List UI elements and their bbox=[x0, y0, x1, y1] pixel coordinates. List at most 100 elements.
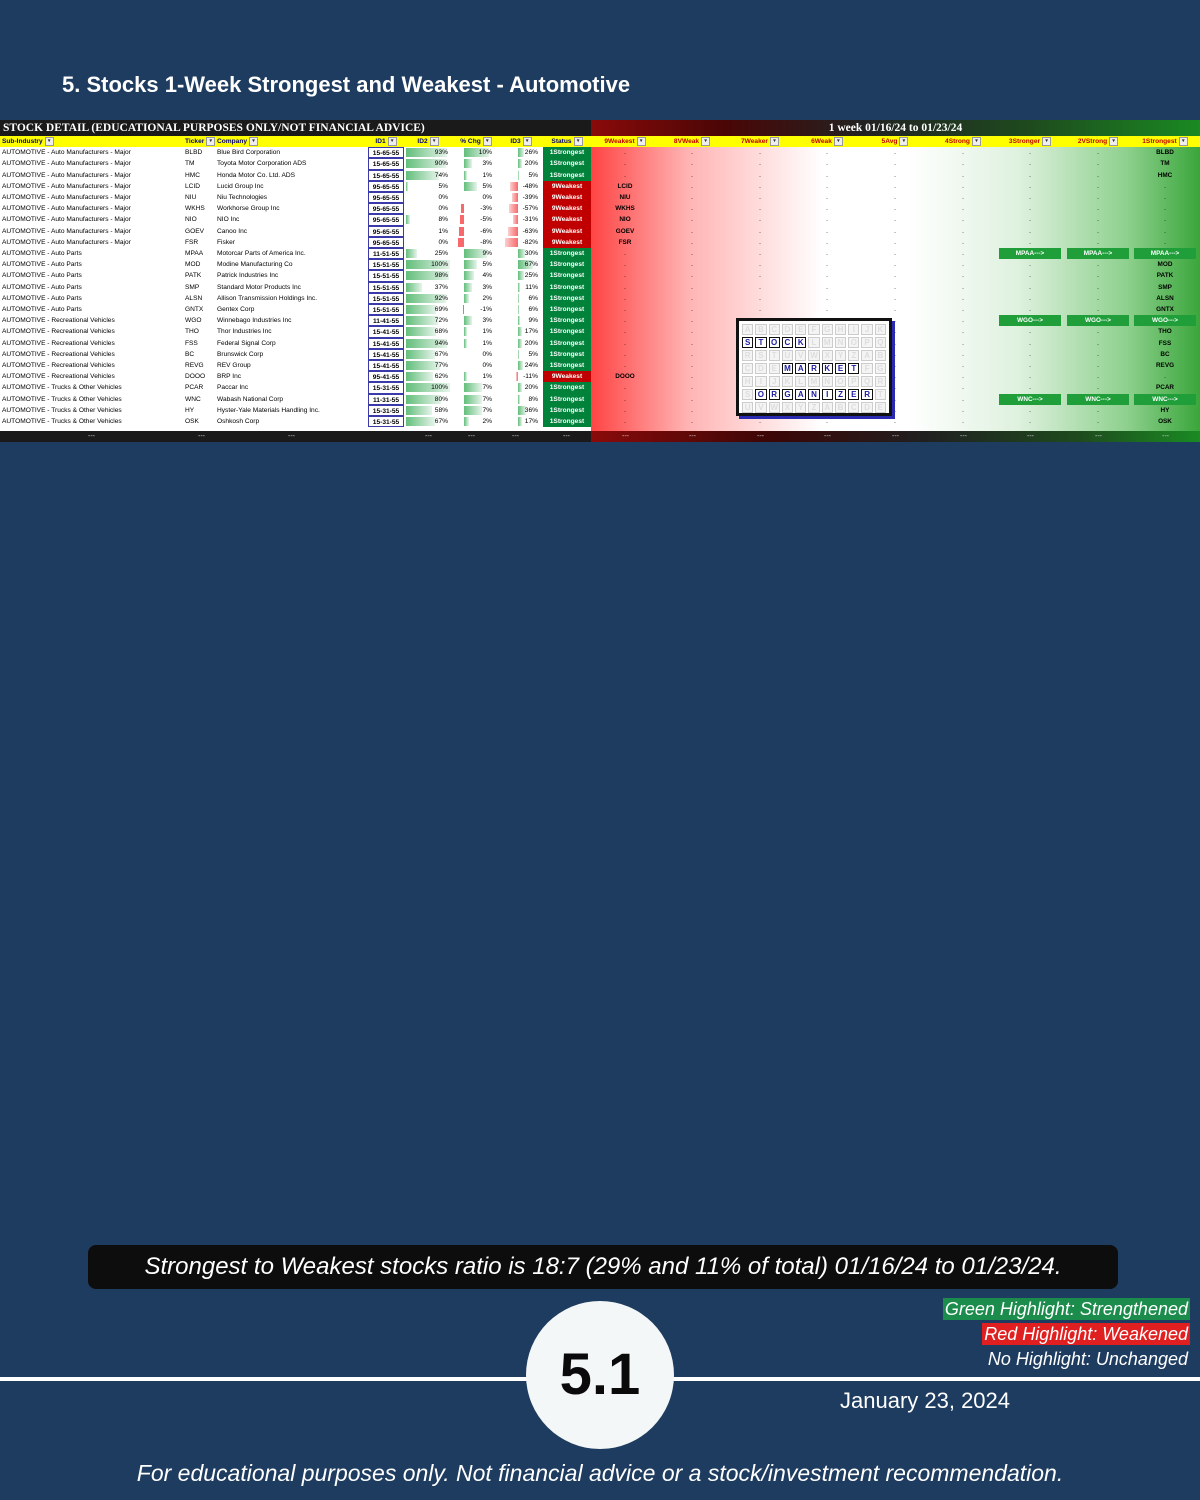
header-group-4strong[interactable]: 4Strong ▾ bbox=[930, 136, 996, 147]
group-cell-8vweak: . bbox=[691, 350, 693, 358]
id3-cell: 20% bbox=[502, 338, 540, 349]
id2-cell: 8% bbox=[406, 214, 450, 225]
header-group-3stronger[interactable]: 3Stronger ▾ bbox=[997, 136, 1063, 147]
group-cell-8vweak: . bbox=[691, 272, 693, 280]
table-row: AUTOMOTIVE - Auto Manufacturers - Major B… bbox=[0, 147, 1200, 159]
group-cell-6weak: . bbox=[826, 418, 828, 425]
pct-chg-cell: 5% bbox=[458, 181, 494, 192]
header-id3[interactable]: ID3 ▾ bbox=[502, 136, 540, 147]
header-pct-chg[interactable]: % Chg ▾ bbox=[458, 136, 494, 147]
group-filter-icon[interactable]: ▾ bbox=[770, 136, 779, 146]
header-id2[interactable]: ID2 ▾ bbox=[406, 136, 450, 147]
group-filter-icon[interactable]: ▾ bbox=[1178, 136, 1188, 146]
group-cell-9weakest: . bbox=[624, 283, 626, 291]
group-cell-2vstrong: MPAA---> bbox=[1067, 248, 1129, 260]
group-cell-3stronger: . bbox=[1029, 306, 1031, 313]
id3-bar bbox=[504, 237, 518, 247]
group-cell-8vweak: . bbox=[691, 306, 693, 313]
header-pct-chg-label: % Chg bbox=[460, 138, 481, 145]
id3-cell: -63% bbox=[502, 226, 540, 237]
id3-value: 11% bbox=[525, 283, 538, 291]
id2-bar bbox=[406, 215, 410, 225]
group-cell-9weakest: . bbox=[624, 350, 626, 358]
group-filter-icon[interactable]: ▾ bbox=[701, 136, 711, 146]
pct-chg-value: 2% bbox=[482, 294, 492, 302]
header-pct-chg-filter-icon[interactable]: ▾ bbox=[482, 136, 492, 146]
group-cell-2vstrong: . bbox=[1097, 205, 1099, 213]
group-cell-8vweak: . bbox=[691, 216, 693, 224]
ticker-cell: NIO bbox=[185, 216, 197, 224]
header-group-9weakest[interactable]: 9Weakest ▾ bbox=[592, 136, 658, 147]
id1-cell: 95-65-55 bbox=[368, 225, 404, 237]
company-cell: Patrick Industries Inc bbox=[217, 272, 279, 280]
header-group-8vweak[interactable]: 8VWeak ▾ bbox=[659, 136, 725, 147]
footer-dash: --- bbox=[563, 433, 570, 440]
table-row: AUTOMOTIVE - Auto Manufacturers - Major F… bbox=[0, 236, 1200, 248]
header-id3-filter-icon[interactable]: ▾ bbox=[522, 136, 532, 146]
group-cell-2vstrong: . bbox=[1097, 238, 1099, 246]
id2-cell: 68% bbox=[406, 326, 450, 337]
header-ticker[interactable]: Ticker ▾ bbox=[185, 136, 215, 147]
group-cell-5avg: . bbox=[894, 227, 896, 235]
table-row: AUTOMOTIVE - Trucks & Other Vehicles PCAR… bbox=[0, 382, 1200, 394]
group-cell-3stronger: . bbox=[1029, 328, 1031, 336]
id3-cell: 8% bbox=[502, 394, 540, 405]
id1-cell: 11-51-55 bbox=[368, 248, 404, 260]
header-company-filter-icon[interactable]: ▾ bbox=[249, 136, 259, 146]
header-ticker-filter-icon[interactable]: ▾ bbox=[206, 136, 215, 146]
sub-industry-cell: AUTOMOTIVE - Auto Parts bbox=[2, 294, 82, 302]
sub-industry-cell: AUTOMOTIVE - Recreational Vehicles bbox=[2, 317, 115, 325]
group-cell-7weaker: . bbox=[759, 194, 761, 201]
company-cell: Niu Technologies bbox=[217, 194, 268, 201]
group-cell-7weaker: . bbox=[759, 261, 761, 269]
header-group-5avg[interactable]: 5Avg ▾ bbox=[862, 136, 928, 147]
group-cell-4strong: . bbox=[962, 362, 964, 369]
header-id1[interactable]: ID1 ▾ bbox=[368, 136, 404, 147]
group-cell-1strongest: . bbox=[1164, 227, 1166, 235]
group-filter-icon[interactable]: ▾ bbox=[971, 136, 981, 146]
group-filter-icon[interactable]: ▾ bbox=[1042, 136, 1052, 146]
id3-cell: 26% bbox=[502, 147, 540, 158]
header-group-7weaker[interactable]: 7Weaker ▾ bbox=[727, 136, 793, 147]
logo-filler-tile: E bbox=[768, 363, 780, 374]
group-cell-4strong: . bbox=[962, 205, 964, 213]
id2-cell: 94% bbox=[406, 338, 450, 349]
footer-dash: --- bbox=[689, 433, 696, 440]
group-filter-icon[interactable]: ▾ bbox=[1109, 136, 1119, 146]
header-status-filter-icon[interactable]: ▾ bbox=[573, 136, 583, 146]
header-group-1strongest[interactable]: 1Strongest ▾ bbox=[1132, 136, 1198, 147]
logo-filler-tile: L bbox=[795, 376, 807, 387]
ratio-summary: Strongest to Weakest stocks ratio is 18:… bbox=[88, 1245, 1118, 1289]
sheet-bottom-strip bbox=[0, 431, 1200, 442]
header-sub-industry[interactable]: Sub-Industry ▾ bbox=[2, 136, 182, 147]
group-filter-icon[interactable]: ▾ bbox=[899, 136, 909, 146]
sheet-left-banner: STOCK DETAIL (EDUCATIONAL PURPOSES ONLY/… bbox=[0, 120, 591, 136]
group-cell-1strongest: MPAA---> bbox=[1134, 248, 1196, 260]
id2-cell: 90% bbox=[406, 158, 450, 169]
group-cell-1strongest: WGO---> bbox=[1134, 315, 1196, 327]
header-id1-filter-icon[interactable]: ▾ bbox=[387, 136, 397, 146]
group-cell-8vweak: . bbox=[691, 384, 693, 392]
group-filter-icon[interactable]: ▾ bbox=[636, 136, 646, 146]
header-company[interactable]: Company ▾ bbox=[217, 136, 365, 147]
group-cell-4strong: . bbox=[962, 406, 964, 414]
group-cell-7weaker: . bbox=[759, 294, 761, 302]
logo-letter: G bbox=[781, 389, 794, 400]
ticker-cell: PCAR bbox=[185, 384, 204, 392]
group-cell-7weaker: . bbox=[759, 205, 761, 213]
group-cell-6weak: . bbox=[826, 216, 828, 224]
header-status[interactable]: Status ▾ bbox=[543, 136, 591, 147]
header-id2-filter-icon[interactable]: ▾ bbox=[429, 136, 439, 146]
group-cell-3stronger: . bbox=[1029, 182, 1031, 190]
group-cell-8vweak: . bbox=[691, 227, 693, 235]
logo-filler-tile: K bbox=[874, 324, 886, 335]
status-badge: 1Strongest bbox=[543, 169, 591, 181]
header-sub-industry-filter-icon[interactable]: ▾ bbox=[44, 136, 54, 146]
header-group-6weak[interactable]: 6Weak ▾ bbox=[794, 136, 860, 147]
header-group-label: 5Avg bbox=[881, 138, 898, 145]
group-cell-5avg: . bbox=[894, 160, 896, 168]
group-filter-icon[interactable]: ▾ bbox=[833, 136, 843, 146]
header-group-2vstrong[interactable]: 2VStrong ▾ bbox=[1065, 136, 1131, 147]
group-cell-5avg: . bbox=[894, 216, 896, 224]
